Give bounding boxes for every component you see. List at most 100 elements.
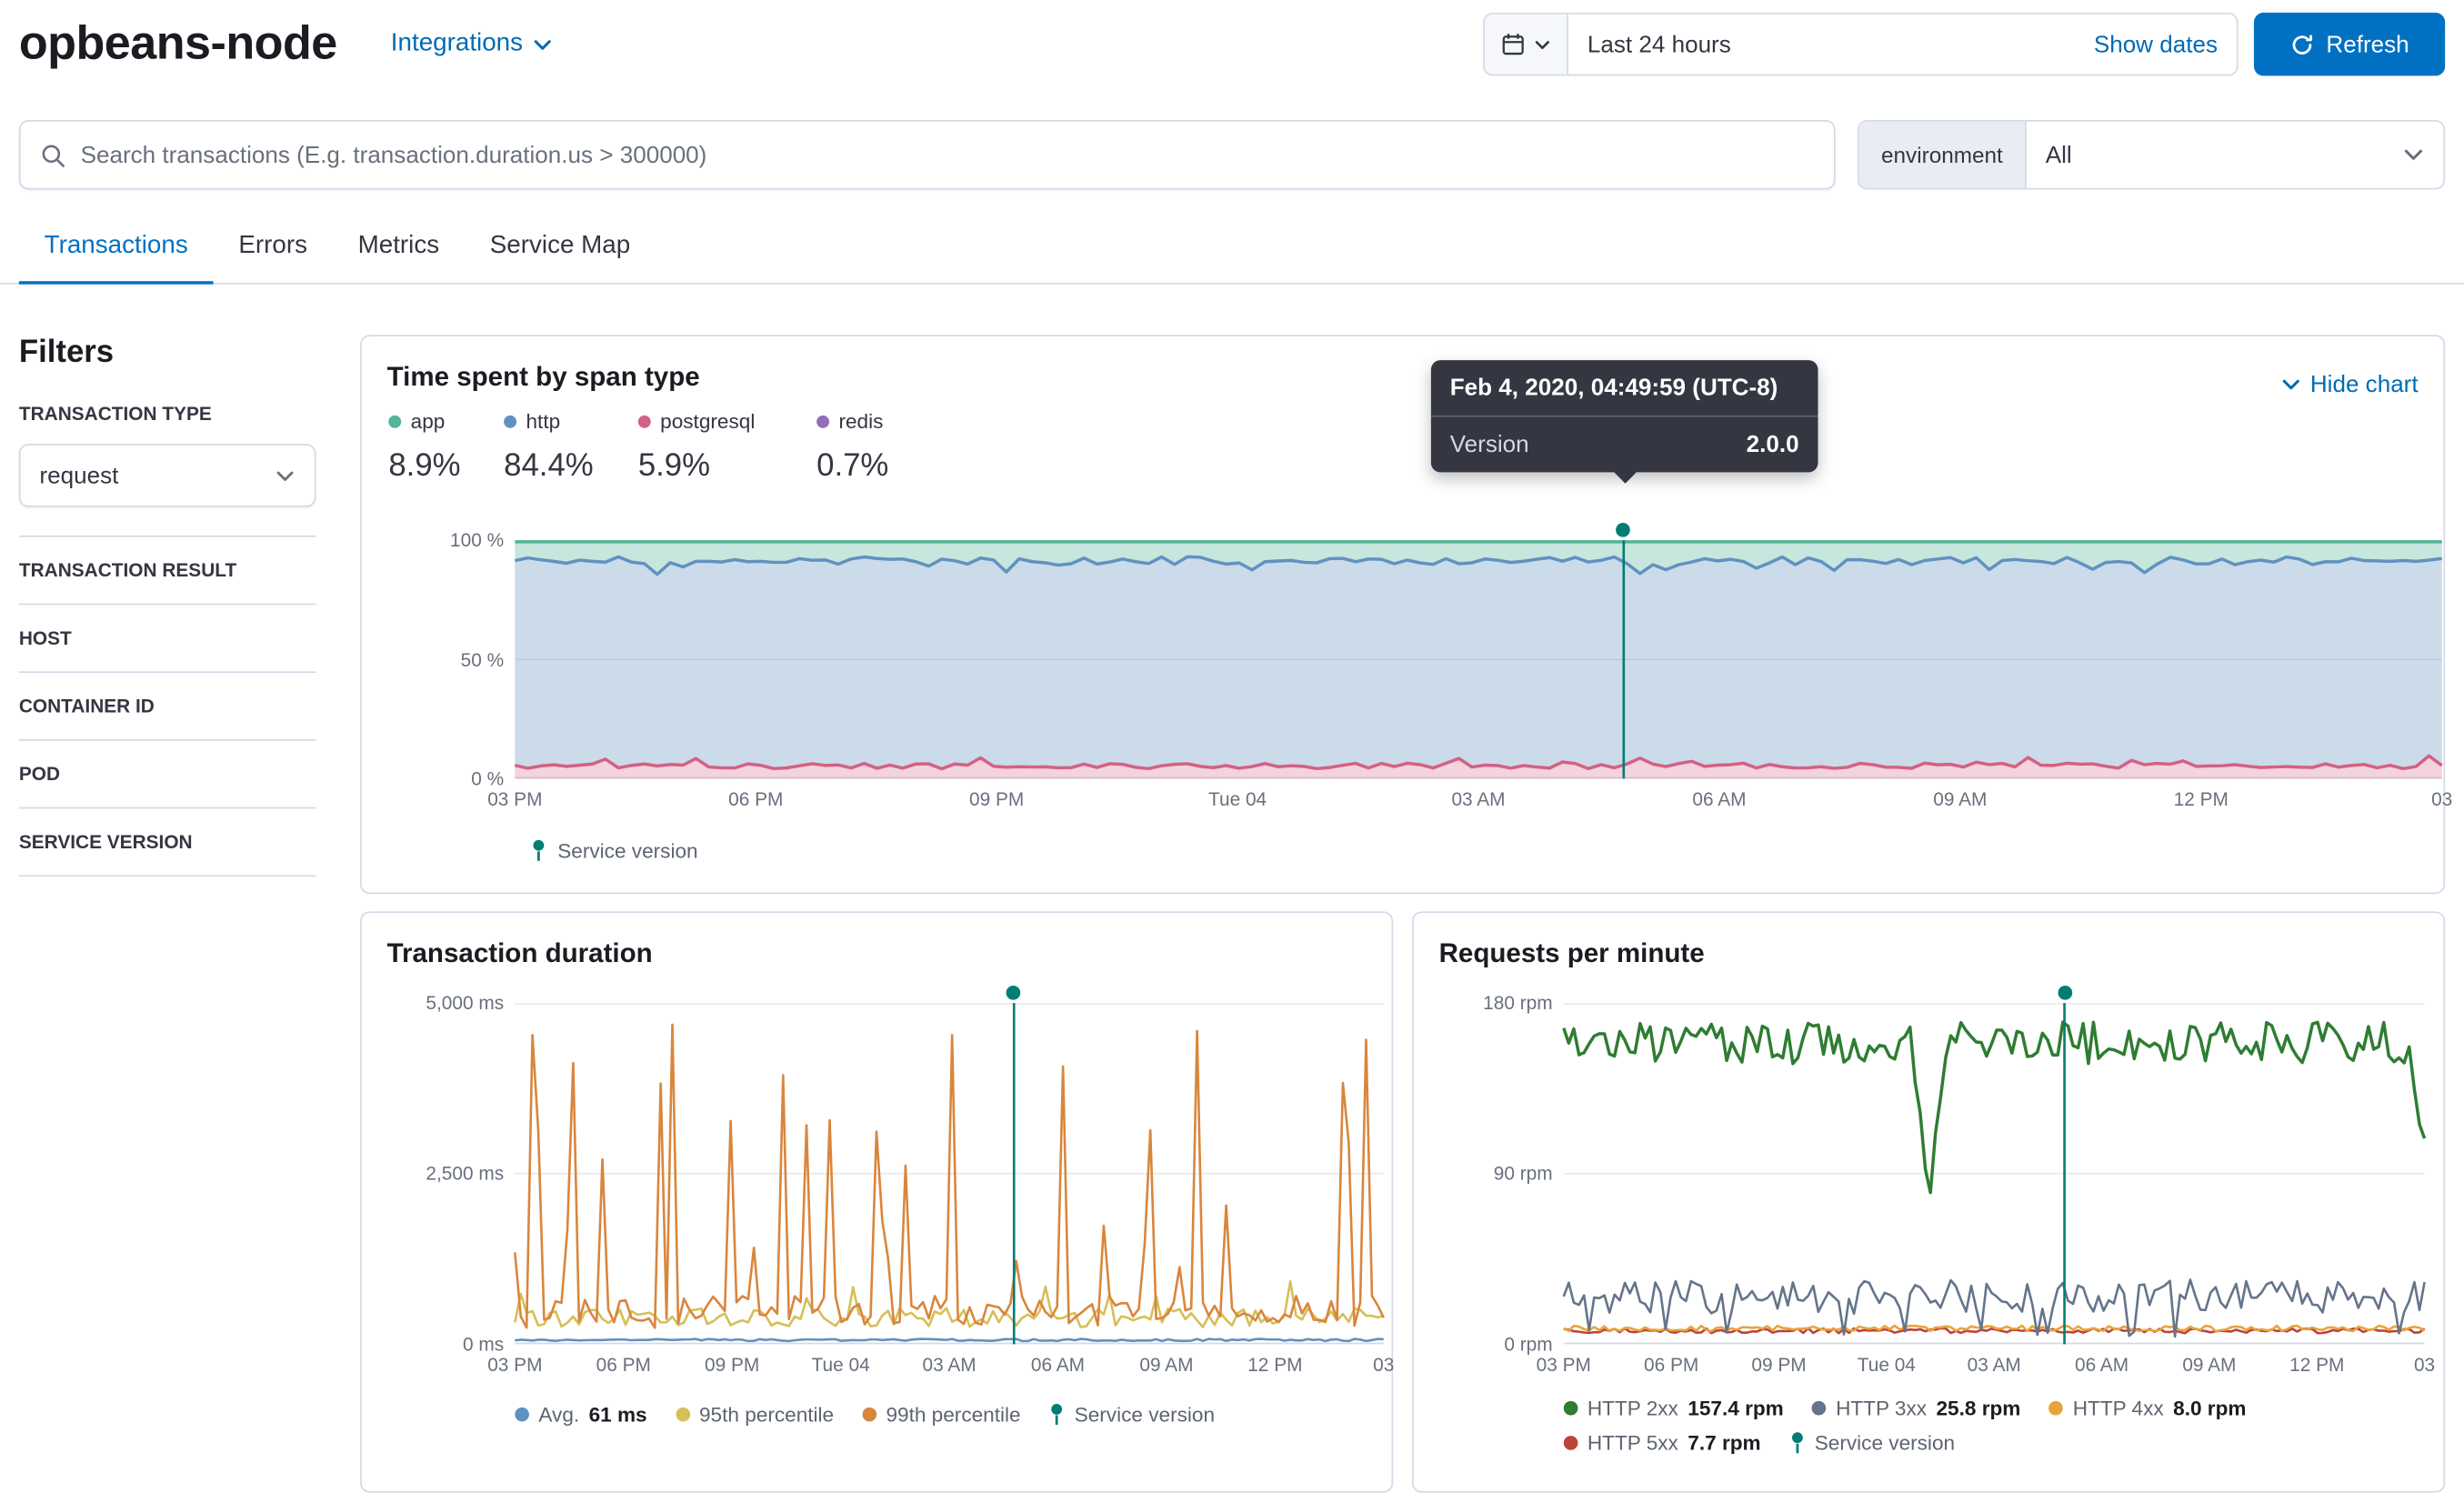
tab-transactions[interactable]: Transactions — [18, 212, 214, 285]
legend-item[interactable]: http — [504, 409, 638, 433]
legend-dot — [816, 415, 830, 427]
environment-filter[interactable]: environment All — [1857, 120, 2446, 190]
legend-dot — [1563, 1436, 1578, 1450]
x-axis-tick: 06 PM — [596, 1353, 651, 1377]
legend-dot — [504, 415, 517, 427]
filter-section-transaction-result[interactable]: TRANSACTION RESULT — [18, 537, 316, 606]
x-axis: 03 PM 06 PM 09 PM Tue 04 03 AM 06 AM 09 AM 12 P… — [1537, 1353, 2435, 1379]
x-axis-tick: 09 AM — [1933, 787, 1988, 811]
legend-label: HTTP 4xx — [2072, 1396, 2164, 1420]
tab-service-map[interactable]: Service Map — [489, 232, 631, 259]
legend-dot — [2048, 1400, 2064, 1416]
annotation-pin-icon — [1051, 1404, 1063, 1425]
time-spent-chart[interactable]: 03 PM 06 PM 09 PM Tue 04 03 AM 06 AM 09 AM 12 P… — [487, 523, 2452, 810]
chevron-down-icon — [2282, 379, 2299, 390]
transaction-type-select[interactable]: request — [18, 444, 316, 507]
legend-item[interactable]: Avg. 61 ms — [515, 1402, 647, 1427]
annotation-dot[interactable] — [2057, 986, 2072, 1000]
transaction-type-value: request — [39, 462, 119, 489]
service-version-legend-item[interactable]: Service version — [1049, 1403, 1215, 1427]
x-axis-tick: 06 AM — [2074, 1353, 2129, 1377]
y-axis: 180 rpm 90 rpm 0 rpm — [1414, 992, 1552, 1356]
rpm-legend: HTTP 2xx 157.4 rpm HTTP 3xx 25.8 rpm HTTP 4x… — [1563, 1396, 2449, 1455]
legend-label: HTTP 3xx — [1836, 1396, 1928, 1420]
legend-item[interactable]: 99th percentile — [862, 1403, 1021, 1427]
annotation-dot[interactable] — [1007, 986, 1022, 1000]
calendar-dropdown-button[interactable] — [1484, 14, 1569, 75]
span-type-percent: 5.9% — [637, 448, 711, 484]
chevron-down-icon — [2402, 144, 2424, 165]
filter-section-pod[interactable]: POD — [18, 741, 316, 809]
search-icon — [42, 144, 65, 166]
requests-per-minute-chart[interactable]: 03 PM 06 PM 09 PM Tue 04 03 AM 06 AM 09 AM 12 P… — [1537, 986, 2435, 1376]
x-axis-tick: 03 PM — [487, 1353, 543, 1377]
legend-label: redis — [838, 408, 884, 433]
filter-section-label: POD — [18, 763, 61, 786]
legend-dot — [1563, 1400, 1578, 1416]
filter-section-label: SERVICE VERSION — [18, 830, 193, 854]
tab-errors[interactable]: Errors — [238, 232, 307, 259]
tooltip-label: Version — [1449, 431, 1529, 458]
y-axis-tick: 180 rpm — [1483, 991, 1553, 1015]
y-axis-tick: 50 % — [460, 648, 505, 671]
panel-title: Requests per minute — [1438, 937, 1705, 968]
filter-section-host[interactable]: HOST — [18, 605, 316, 674]
y-axis-tick: 5,000 ms — [426, 991, 505, 1015]
x-axis-tick: 03 — [2431, 787, 2453, 811]
annotation-dot[interactable] — [1616, 523, 1631, 537]
span-type-legend-col: http 84.4% — [504, 409, 638, 485]
tooltip-timestamp: Feb 4, 2020, 04:49:59 (UTC-8) — [1430, 360, 1818, 417]
x-axis: 03 PM 06 PM 09 PM Tue 04 03 AM 06 AM 09 AM 12 P… — [487, 787, 2452, 814]
environment-select[interactable]: All — [2045, 141, 2072, 169]
legend-item[interactable]: app — [388, 409, 504, 433]
filter-section-service-version[interactable]: SERVICE VERSION — [18, 808, 316, 877]
y-axis-tick: 100 % — [450, 528, 505, 552]
legend-label: Avg. — [538, 1402, 580, 1427]
x-axis-tick: 03 PM — [1536, 1353, 1591, 1377]
hide-chart-link[interactable]: Hide chart — [2280, 371, 2419, 398]
legend-item[interactable]: redis — [816, 409, 888, 433]
x-axis-tick: 09 PM — [705, 1353, 760, 1377]
refresh-button[interactable]: Refresh — [2253, 12, 2446, 76]
span-type-legend-col: app 8.9% — [388, 409, 504, 485]
span-type-percent: 0.7% — [816, 448, 889, 484]
legend-item[interactable]: 95th percentile — [675, 1402, 835, 1427]
legend-label: 95th percentile — [698, 1402, 835, 1427]
service-version-legend-item[interactable]: Service version — [1789, 1431, 1955, 1455]
legend-item[interactable]: postgresql — [637, 408, 816, 433]
legend-label: postgresql — [660, 408, 756, 433]
annotation-pin-icon — [533, 839, 545, 861]
x-axis-tick: Tue 04 — [1208, 787, 1267, 811]
legend-item[interactable]: HTTP 5xx 7.7 rpm — [1563, 1431, 1761, 1455]
hide-chart-label: Hide chart — [2309, 371, 2419, 398]
legend-dot — [862, 1407, 877, 1422]
span-type-percent: 8.9% — [388, 448, 461, 484]
y-axis-tick: 2,500 ms — [426, 1162, 505, 1185]
header: opbeans-node Integrations Last 24 hours … — [0, 0, 2464, 88]
x-axis-tick: Tue 04 — [811, 1353, 870, 1377]
content: Filters TRANSACTION TYPE request TRANSAC… — [0, 335, 2464, 1493]
legend-label: Service version — [1814, 1430, 1956, 1455]
search-transactions-input[interactable] — [80, 141, 1816, 169]
legend-item[interactable]: HTTP 3xx 25.8 rpm — [1812, 1397, 2020, 1420]
legend-value: 61 ms — [588, 1402, 647, 1427]
show-dates-link[interactable]: Show dates — [2093, 30, 2219, 58]
service-version-legend[interactable]: Service version — [531, 838, 698, 863]
time-range-value[interactable]: Last 24 hours — [1587, 30, 1731, 58]
legend-item[interactable]: HTTP 2xx 157.4 rpm — [1563, 1397, 1784, 1420]
filter-section-label: TRANSACTION RESULT — [18, 558, 237, 582]
integrations-menu[interactable]: Integrations — [391, 30, 553, 58]
filter-section-label: CONTAINER ID — [18, 695, 155, 717]
legend-item[interactable]: HTTP 4xx 8.0 rpm — [2048, 1396, 2246, 1420]
environment-prepend-label: environment — [1858, 121, 2027, 188]
filter-section-container-id[interactable]: CONTAINER ID — [18, 673, 316, 741]
tab-bar: Transactions Errors Metrics Service Map — [0, 212, 2464, 285]
x-axis-tick: 06 AM — [1030, 1353, 1086, 1377]
tab-metrics[interactable]: Metrics — [357, 232, 440, 259]
calendar-icon — [1502, 34, 1524, 55]
panel-title: Transaction duration — [386, 937, 653, 968]
filter-section-label: HOST — [18, 626, 72, 649]
transaction-duration-chart[interactable]: 03 PM 06 PM 09 PM Tue 04 03 AM 06 AM 09 AM 12 P… — [487, 986, 1394, 1376]
chevron-down-icon — [1535, 40, 1549, 49]
y-axis-tick: 0 % — [471, 767, 505, 790]
